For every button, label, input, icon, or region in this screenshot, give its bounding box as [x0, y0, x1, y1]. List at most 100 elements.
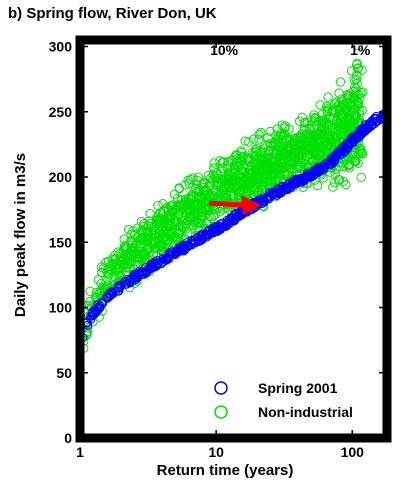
nonindustrial-point	[347, 122, 357, 132]
nonindustrial-point	[280, 163, 290, 173]
nonindustrial-point	[195, 208, 205, 218]
nonindustrial-point	[172, 204, 182, 215]
nonindustrial-point	[186, 215, 197, 225]
nonindustrial-point	[200, 191, 210, 201]
nonindustrial-point	[323, 92, 333, 102]
nonindustrial-point	[308, 148, 319, 158]
chart-title: b) Spring flow, River Don, UK	[8, 5, 217, 22]
y-tick-label: 200	[49, 169, 73, 185]
nonindustrial-point	[166, 210, 176, 221]
nonindustrial-point	[122, 253, 132, 263]
nonindustrial-point	[304, 148, 314, 159]
nonindustrial-point	[280, 170, 291, 180]
spring2001-point	[269, 189, 279, 199]
y-tick-label: 300	[49, 39, 73, 55]
spring2001-point	[236, 210, 246, 220]
nonindustrial-point	[350, 82, 360, 92]
nonindustrial-point	[208, 184, 219, 194]
nonindustrial-point	[238, 166, 248, 176]
nonindustrial-point	[189, 183, 199, 194]
spring2001-point	[189, 238, 199, 248]
nonindustrial-point	[288, 159, 299, 169]
nonindustrial-point	[352, 78, 362, 89]
nonindustrial-point	[329, 178, 340, 188]
nonindustrial-point	[265, 126, 275, 137]
y-axis-label: Daily peak flow in m3/s	[12, 153, 29, 317]
nonindustrial-point	[271, 154, 282, 165]
red-arrow	[208, 195, 262, 216]
nonindustrial-point	[284, 124, 294, 134]
nonindustrial-point	[245, 153, 255, 164]
nonindustrial-point	[346, 66, 357, 76]
spring2001-point	[329, 152, 339, 162]
nonindustrial-point	[311, 150, 321, 161]
nonindustrial-point	[299, 123, 310, 133]
percent-annotation: 10%	[210, 42, 239, 58]
nonindustrial-point	[182, 201, 193, 212]
nonindustrial-point	[93, 275, 104, 285]
spring2001-point	[87, 308, 97, 318]
nonindustrial-point	[237, 147, 247, 158]
nonindustrial-point	[186, 174, 196, 185]
spring2001-point	[102, 291, 112, 301]
nonindustrial-point	[355, 93, 365, 104]
nonindustrial-point	[263, 133, 273, 143]
nonindustrial-point	[358, 87, 368, 97]
nonindustrial-point	[330, 123, 340, 133]
nonindustrial-point	[223, 160, 233, 170]
spring2001-point	[129, 274, 139, 284]
percent-annotation: 1%	[350, 42, 371, 58]
nonindustrial-point	[196, 191, 207, 202]
nonindustrial-point	[233, 188, 243, 198]
nonindustrial-point	[156, 226, 166, 237]
nonindustrial-point	[219, 191, 229, 202]
nonindustrial-point	[286, 162, 296, 173]
nonindustrial-point	[293, 156, 304, 167]
spring2001-point	[90, 305, 100, 315]
nonindustrial-point	[335, 77, 346, 87]
spring2001-point	[102, 293, 112, 302]
spring2001-point	[343, 143, 353, 153]
nonindustrial-point	[116, 258, 127, 268]
nonindustrial-point	[188, 173, 198, 183]
nonindustrial-point	[202, 216, 213, 227]
nonindustrial-point	[236, 173, 246, 183]
nonindustrial-point	[248, 158, 259, 169]
nonindustrial-point	[348, 105, 359, 115]
spring2001-point	[149, 262, 159, 272]
nonindustrial-point	[341, 179, 351, 190]
nonindustrial-point	[282, 153, 292, 163]
red-arrow-shaft	[208, 200, 246, 208]
nonindustrial-point	[272, 148, 282, 159]
nonindustrial-point	[235, 171, 245, 181]
nonindustrial-point	[329, 113, 339, 123]
spring2001-point	[222, 220, 232, 230]
nonindustrial-point	[235, 153, 246, 163]
nonindustrial-point	[324, 143, 334, 153]
nonindustrial-point	[124, 224, 134, 235]
nonindustrial-point	[279, 147, 289, 158]
nonindustrial-point	[174, 184, 185, 194]
nonindustrial-point	[172, 201, 182, 211]
spring2001-point	[229, 216, 239, 226]
nonindustrial-point	[124, 262, 134, 273]
nonindustrial-point	[212, 173, 222, 184]
nonindustrial-point	[323, 106, 333, 116]
nonindustrial-point	[249, 174, 259, 184]
spring2001-point	[137, 267, 147, 277]
nonindustrial-point	[187, 190, 197, 200]
nonindustrial-point	[208, 175, 218, 185]
spring2001-point	[164, 248, 174, 258]
spring2001-point	[183, 241, 193, 251]
nonindustrial-point	[344, 159, 354, 169]
nonindustrial-point	[256, 155, 267, 165]
nonindustrial-point	[332, 133, 342, 144]
nonindustrial-point	[154, 213, 165, 224]
nonindustrial-point	[334, 175, 345, 185]
nonindustrial-point	[198, 186, 209, 196]
nonindustrial-point	[343, 108, 353, 118]
nonindustrial-point	[272, 134, 282, 145]
nonindustrial-point	[198, 208, 209, 218]
spring2001-point	[357, 124, 367, 134]
